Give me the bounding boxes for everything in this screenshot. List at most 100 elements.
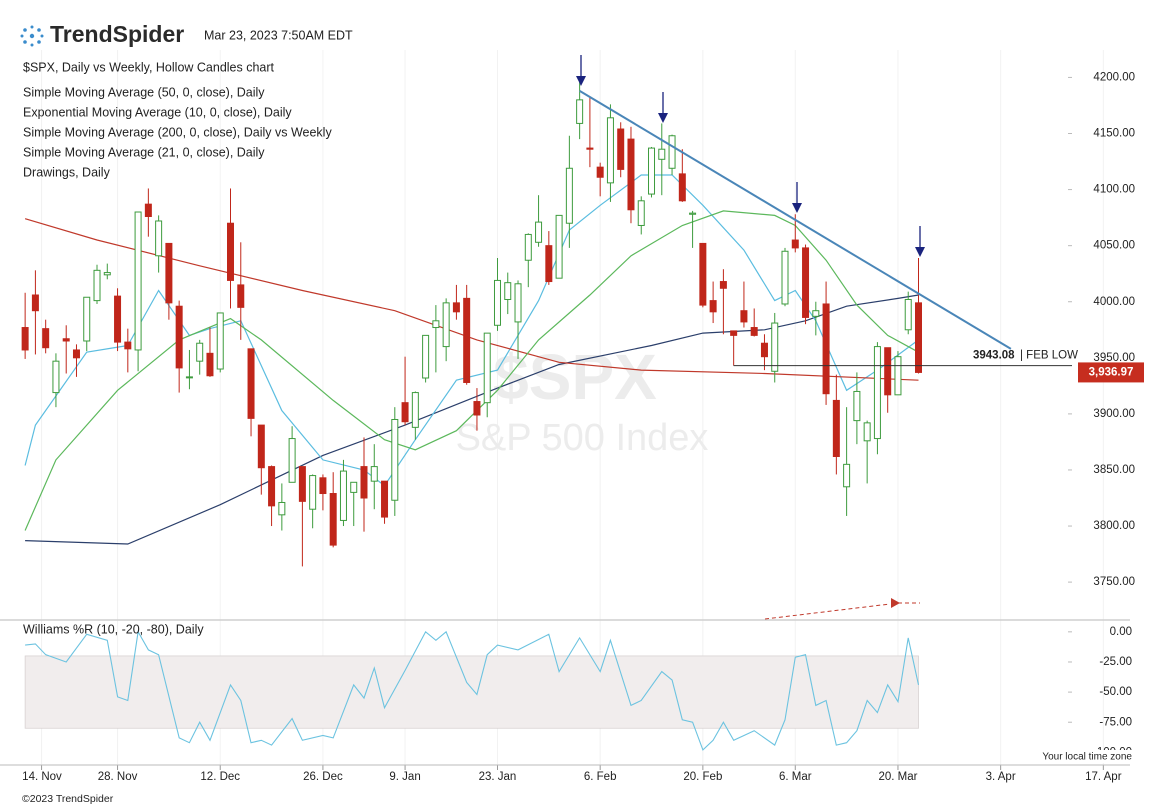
candle-body [52, 360, 60, 394]
candle-body [524, 233, 532, 261]
y-tick-label: 3850.00 [1093, 464, 1135, 476]
timestamp: Mar 23, 2023 7:50AM EDT [204, 28, 353, 42]
candle-body [432, 320, 440, 329]
candle-body [381, 480, 389, 518]
candle-body [31, 294, 39, 312]
x-tick-label: 23. Jan [479, 771, 517, 783]
candle-body [730, 330, 738, 336]
candle-body [648, 147, 656, 195]
moving-average-line [25, 294, 919, 545]
y-tick-label: 3950.00 [1093, 352, 1135, 364]
candle-body [822, 303, 830, 395]
candle-body [185, 376, 193, 379]
candle-body [555, 214, 563, 279]
candle-body [699, 242, 707, 306]
candle-body [658, 148, 666, 160]
y-tick-label: -50.00 [1099, 686, 1132, 698]
candle-body [637, 200, 645, 226]
y-tick-label: 0.00 [1110, 626, 1132, 638]
zone-band [24, 655, 919, 729]
candle-body [298, 466, 306, 502]
y-tick-label: 4200.00 [1093, 71, 1135, 83]
x-tick-label: 17. Apr [1085, 771, 1122, 783]
candle-body [216, 312, 224, 370]
candle-body [617, 128, 625, 170]
y-tick-label: 4150.00 [1093, 128, 1135, 140]
candle-body [370, 466, 378, 482]
x-tick-label: 26. Dec [303, 771, 343, 783]
candle-body [360, 466, 368, 499]
support-value: 3943.08 [973, 350, 1015, 362]
candle-body [740, 310, 748, 323]
legend-entry: Simple Moving Average (21, 0, close), Da… [23, 145, 265, 159]
candle-body [586, 147, 594, 150]
watermark: $SPX [493, 341, 657, 413]
candle-body [227, 222, 235, 281]
legend-entry: Exponential Moving Average (10, 0, close… [23, 105, 292, 119]
x-tick-label: 28. Nov [98, 771, 138, 783]
candle-body [124, 341, 132, 350]
x-tick-label: 20. Feb [683, 771, 722, 783]
indicator-title: Williams %R (10, -20, -80), Daily [23, 622, 204, 636]
candle-body [791, 239, 799, 249]
candle-body [863, 422, 871, 442]
candle-body [309, 475, 317, 510]
dashed-arrow-drawing [764, 598, 920, 620]
x-tick-label: 3. Apr [986, 771, 1016, 783]
candle-body [627, 138, 635, 211]
candle-body [206, 352, 214, 377]
candle-body [422, 334, 430, 379]
arrows [576, 55, 925, 257]
candle-body [904, 298, 912, 331]
last-price-tag [1078, 362, 1144, 383]
candle-body [760, 342, 768, 358]
candle-body [781, 250, 789, 305]
candle-body [442, 302, 450, 348]
candle-body [288, 438, 296, 483]
candle-body [268, 466, 276, 507]
candle-body [114, 295, 122, 343]
x-tick-label: 6. Mar [779, 771, 812, 783]
candle-body [473, 401, 481, 416]
candle-body [678, 173, 686, 202]
candle-body [873, 346, 881, 440]
x-tick-label: 9. Jan [389, 771, 420, 783]
last-price-label: 3,936.97 [1089, 366, 1134, 378]
trendline [579, 90, 1012, 350]
y-tick-label: -75.00 [1099, 716, 1132, 728]
candle-body [319, 477, 327, 495]
candle-body [504, 282, 512, 300]
candle-body [668, 135, 676, 169]
candle-body [134, 211, 142, 351]
y-tick-label: 4000.00 [1093, 296, 1135, 308]
candle-body [165, 242, 173, 304]
candle-body [103, 272, 111, 276]
legend-entry: Simple Moving Average (200, 0, close), D… [23, 125, 332, 139]
chart-title: $SPX, Daily vs Weekly, Hollow Candles ch… [23, 60, 275, 74]
watermark-subtitle: S&P 500 Index [456, 417, 709, 459]
candle-body [493, 279, 501, 326]
candle-body [196, 342, 204, 362]
candle-body [565, 167, 573, 224]
candle-body [802, 247, 810, 318]
x-tick-label: 6. Feb [584, 771, 617, 783]
y-tick-label: 3750.00 [1093, 576, 1135, 588]
candle-body [83, 296, 91, 342]
candle-body [719, 281, 727, 289]
candle-body [391, 418, 399, 501]
y-tick-label: 3800.00 [1093, 520, 1135, 532]
candle-body [72, 349, 80, 359]
candle-body [576, 99, 584, 124]
candle-body [452, 302, 460, 313]
candle-body [42, 328, 50, 349]
y-tick-label: 4050.00 [1093, 240, 1135, 252]
logo-icon [20, 25, 44, 47]
candle-body [411, 392, 419, 428]
candle-body [247, 348, 255, 419]
candle-body [237, 284, 245, 308]
timezone-bg [1038, 750, 1134, 763]
candle-body [812, 310, 820, 317]
candle-body [832, 399, 840, 458]
